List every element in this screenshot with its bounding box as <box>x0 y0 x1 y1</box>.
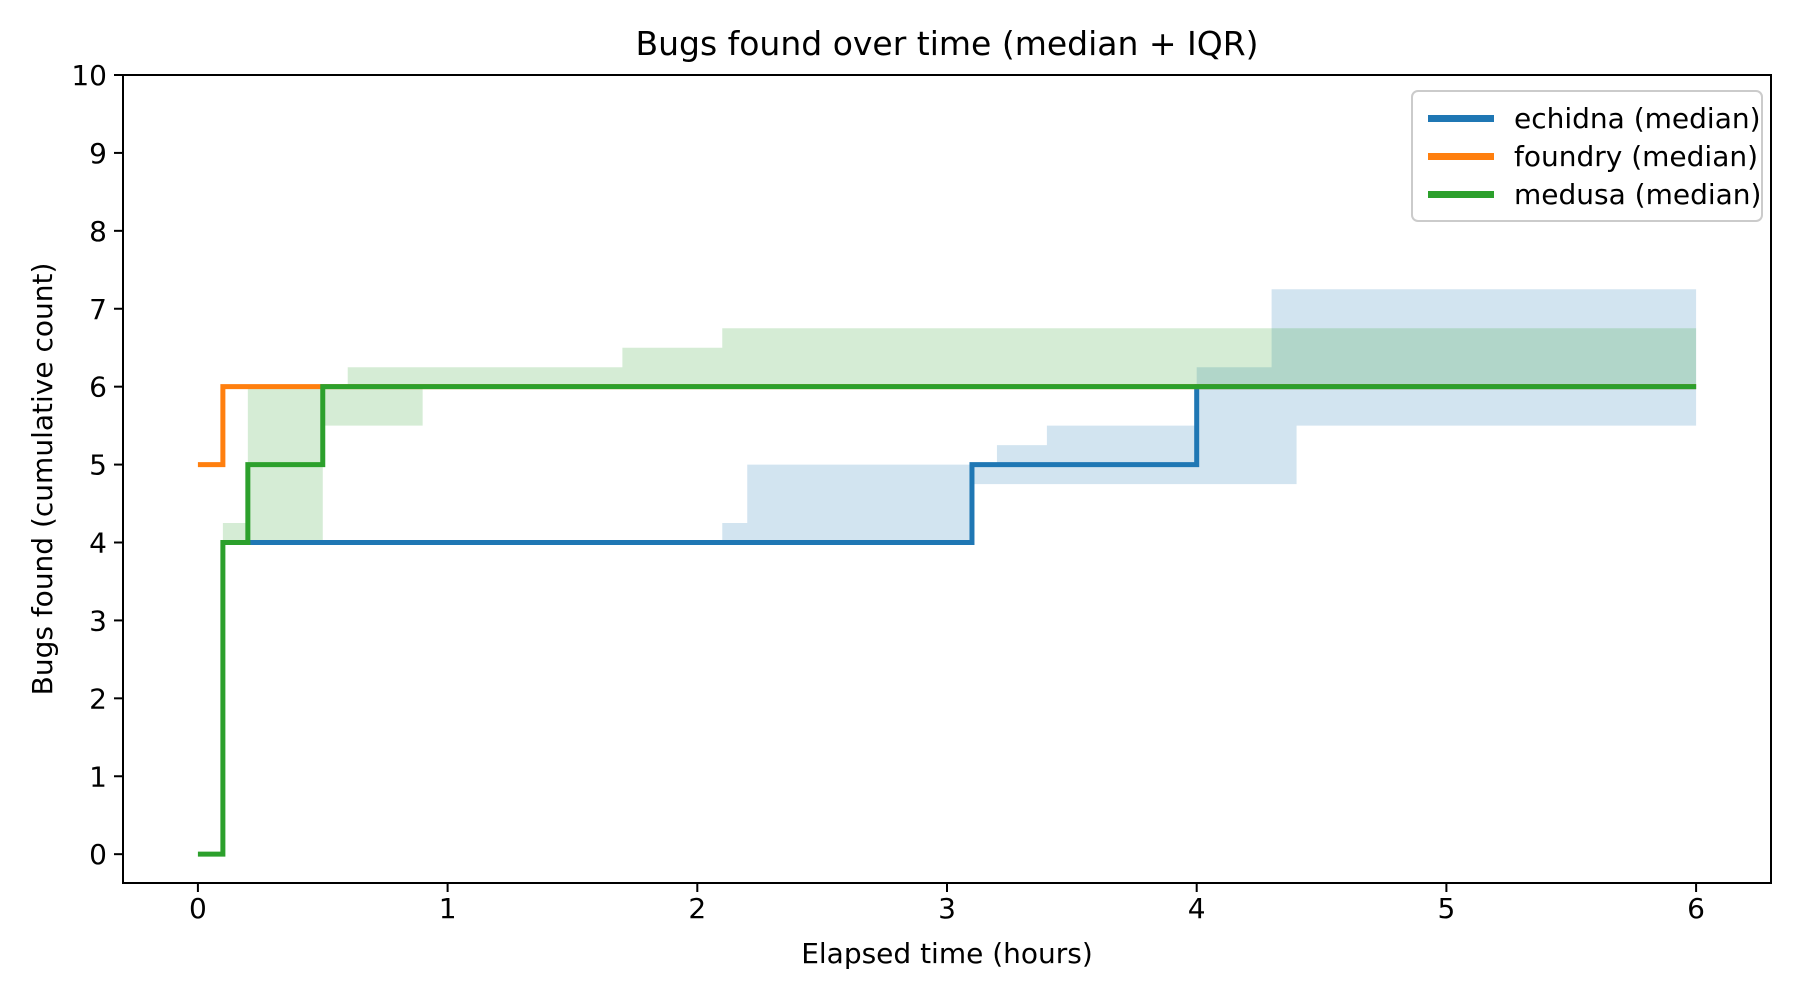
y-tick-label: 6 <box>89 371 107 404</box>
axes-layer: 0 1 2 3 4 5 6 0 1 2 3 4 5 6 7 8 9 10 <box>71 59 1772 925</box>
foundry-line-swatch <box>1428 152 1494 160</box>
median-lines-layer <box>197 384 1697 857</box>
x-tick-label: 2 <box>688 892 706 925</box>
y-tick-label: 5 <box>89 449 107 482</box>
y-tick-label: 2 <box>89 682 107 715</box>
legend-item: echidna (median) <box>1428 99 1761 137</box>
medusa-iqr-band <box>222 328 1697 543</box>
y-tick-label: 9 <box>89 137 107 170</box>
y-tick-label: 3 <box>89 604 107 637</box>
legend-item-label: medusa (median) <box>1514 177 1762 211</box>
iqr-bands-layer <box>222 289 1697 543</box>
x-tick-label: 1 <box>439 892 457 925</box>
legend-item: medusa (median) <box>1428 175 1761 213</box>
x-tick-label: 6 <box>1687 892 1705 925</box>
legend-item-label: echidna (median) <box>1514 101 1761 135</box>
medusa-line-swatch <box>1428 190 1494 198</box>
medusa-median-line <box>197 384 1697 857</box>
y-tick-label: 10 <box>71 59 107 92</box>
y-tick-label: 7 <box>89 293 107 326</box>
x-tick-label: 5 <box>1437 892 1455 925</box>
y-tick-label: 4 <box>89 527 107 560</box>
echidna-iqr-band <box>722 289 1697 543</box>
legend-item: foundry (median) <box>1428 137 1758 175</box>
x-tick-label: 0 <box>189 892 207 925</box>
x-tick-label: 3 <box>938 892 956 925</box>
legend-item-label: foundry (median) <box>1514 139 1759 173</box>
x-tick-label: 4 <box>1188 892 1206 925</box>
y-tick-label: 1 <box>89 760 107 793</box>
y-axis-label: Bugs found (cumulative count) <box>26 263 59 696</box>
chart-title: Bugs found over time (median + IQR) <box>635 24 1258 63</box>
y-tick-label: 0 <box>89 838 107 871</box>
echidna-line-swatch <box>1428 114 1494 122</box>
y-tick-label: 8 <box>89 215 107 248</box>
x-axis-label: Elapsed time (hours) <box>801 937 1093 970</box>
legend: echidna (median) foundry (median) medusa… <box>1411 90 1763 222</box>
